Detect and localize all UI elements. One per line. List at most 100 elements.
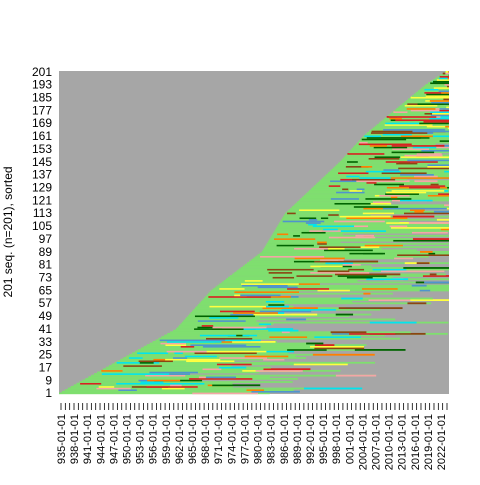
sequence-72-episode (366, 278, 408, 280)
sequence-125-state-segment (306, 193, 449, 195)
x-tick-label: 998-01-01 (331, 414, 343, 464)
y-tick-label: 73 (39, 271, 53, 285)
sequence-11-state-segment (88, 376, 270, 378)
sequence-105-episode (390, 225, 408, 227)
sequence-125-episode (438, 193, 449, 195)
sequence-53-episode (282, 309, 336, 311)
sequence-73-episode (347, 277, 373, 279)
sequence-32-episode (306, 343, 323, 345)
x-tick-label: 965-01-01 (187, 414, 199, 464)
sequence-42-episode (222, 327, 262, 329)
sequence-42-episode (197, 327, 212, 329)
sequence-5-episode (147, 386, 198, 388)
y-tick-label: 9 (45, 373, 52, 387)
sequence-59-episode (410, 299, 449, 301)
sequence-30-episode (181, 346, 194, 348)
sequence-67-episode (258, 286, 298, 288)
sequence-48-episode (209, 317, 238, 319)
sequence-23-episode (219, 357, 267, 359)
sequence-87-episode (397, 254, 435, 256)
sequence-111-episode (340, 216, 391, 218)
x-tick-label: 2019-01-01 (423, 414, 435, 470)
sequence-54-episode (339, 307, 403, 309)
sequence-11-episode (199, 376, 206, 378)
sequence-73-episode (273, 277, 294, 279)
sequence-126-episode (336, 192, 364, 194)
sequence-136-episode (414, 175, 438, 177)
sequence-16-episode (203, 368, 222, 370)
sequence-107-episode (409, 222, 449, 224)
sequence-26-episode (137, 352, 168, 354)
sequence-4-episode (304, 388, 362, 390)
sequence-150-episode (347, 153, 384, 155)
sequence-20-episode (140, 362, 154, 364)
sequence-9-episode (147, 380, 180, 382)
sequence-197-episode (448, 77, 449, 79)
sequence-34-episode (160, 339, 225, 341)
sequence-173-episode (387, 116, 437, 118)
sequence-95-episode (317, 241, 327, 243)
sequence-38-episode (349, 333, 395, 335)
sequence-50-episode (254, 314, 318, 316)
sequence-193-episode (444, 84, 449, 86)
sequence-93-episode (277, 245, 314, 247)
sequence-162-episode (383, 134, 412, 136)
x-tick-label: 935-01-01 (56, 414, 68, 464)
sequence-15-state-segment (100, 370, 341, 372)
y-tick-label: 97 (39, 232, 53, 246)
x-tick-label: 986-01-01 (279, 414, 291, 464)
sequence-80-episode (310, 265, 342, 267)
sequence-93-episode (365, 245, 403, 247)
sequence-166-episode (448, 127, 449, 129)
x-tick-label: 968-01-01 (200, 414, 212, 464)
x-tick-label: 974-01-01 (226, 414, 238, 464)
sequence-96-episode (393, 240, 449, 242)
sequence-6-episode (170, 384, 182, 386)
sequence-74-episode (423, 275, 449, 277)
sequence-187-episode (426, 94, 449, 96)
sequence-85-episode (295, 257, 345, 259)
sequence-185-episode (421, 97, 449, 99)
sequence-65-episode (318, 290, 350, 292)
sequence-30-episode (310, 346, 364, 348)
sequence-71-episode (245, 280, 263, 282)
sequence-131-episode (431, 183, 439, 185)
sequence-109-episode (437, 219, 449, 221)
sequence-160-episode (404, 137, 421, 139)
sequence-194-episode (430, 82, 449, 84)
sequence-24-episode (185, 355, 217, 357)
x-tick-label: 959-01-01 (161, 414, 173, 464)
sequence-86-episode (260, 256, 324, 258)
sequence-31-episode (165, 344, 186, 346)
x-tick-label: 995-01-01 (318, 414, 330, 464)
sequence-174-episode (431, 114, 449, 116)
sequence-122-episode (331, 198, 359, 200)
y-tick-label: 1 (45, 386, 52, 400)
y-tick-label: 33 (39, 335, 53, 349)
y-tick-label: 201 (32, 65, 52, 79)
y-tick-label: 81 (39, 258, 53, 272)
sequence-140-episode (383, 169, 399, 171)
sequence-91-episode (294, 248, 330, 250)
sequence-148-episode (441, 156, 449, 158)
sequence-61-episode (208, 296, 270, 298)
sequence-23-episode (173, 357, 187, 359)
x-tick-label: 2022-01-01 (436, 414, 448, 470)
sequence-63-episode (363, 293, 370, 295)
sequence-141-episode (398, 167, 449, 169)
sequence-37-state-segment (164, 335, 385, 337)
sequence-71-state-segment (224, 280, 358, 282)
sequence-113-episode (404, 212, 449, 214)
sequence-201-episode (446, 71, 449, 73)
sequence-108-episode (334, 220, 385, 222)
sequence-103-state-segment (275, 228, 449, 230)
sequence-91-episode (328, 248, 345, 250)
sequence-39-state-segment (170, 331, 411, 333)
x-tick-label: 938-01-01 (69, 414, 81, 464)
sequence-78-episode (267, 269, 313, 271)
sequence-188-episode (441, 92, 449, 94)
sequence-6-episode (212, 384, 260, 386)
sequence-12-state-segment (91, 375, 375, 377)
sequence-105-episode (313, 225, 354, 227)
